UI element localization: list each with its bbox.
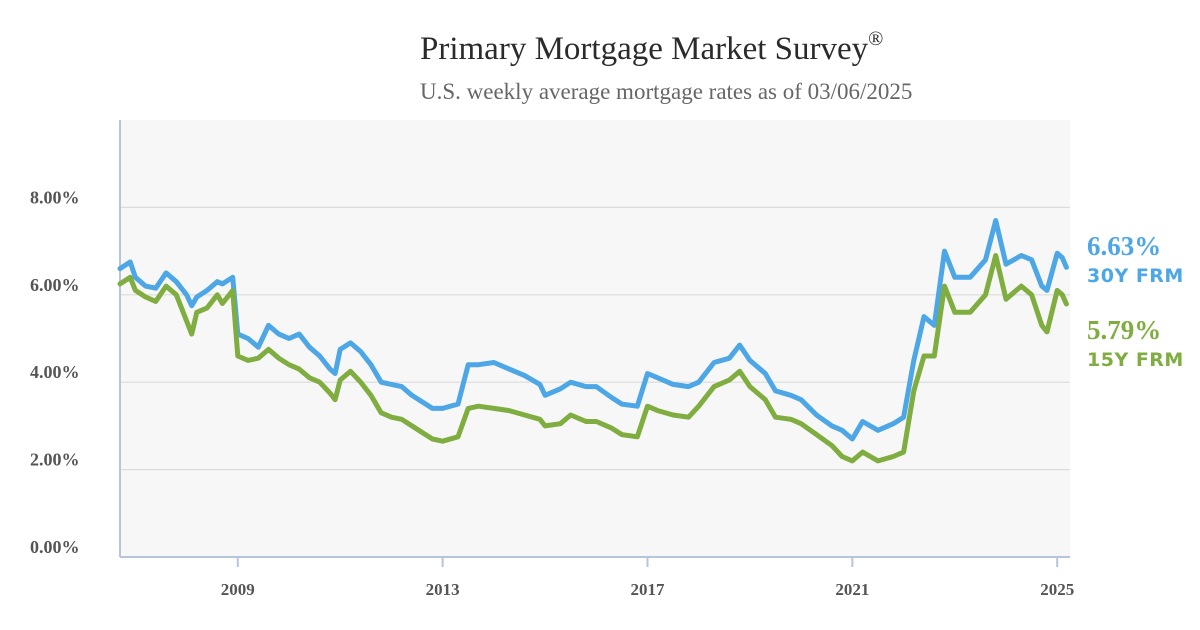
end-label-30y-frm: 30Y FRM — [1087, 265, 1184, 287]
x-tick-label: 2009 — [221, 580, 255, 599]
y-tick-label: 8.00% — [30, 187, 80, 207]
y-tick-label: 2.00% — [30, 450, 80, 470]
y-tick-label: 6.00% — [30, 275, 80, 295]
x-tick-label: 2017 — [630, 580, 665, 599]
end-value-30y-frm: 6.63% — [1087, 231, 1161, 261]
y-tick-label: 0.00% — [30, 537, 80, 557]
y-tick-label: 4.00% — [30, 362, 80, 382]
registered-mark: ® — [868, 28, 884, 50]
chart-title: Primary Mortgage Market Survey® — [420, 28, 884, 67]
x-tick-label: 2025 — [1040, 580, 1074, 599]
series-end-labels: 6.63% 30Y FRM 5.79% 15Y FRM — [1087, 231, 1184, 371]
end-label-15y-frm: 15Y FRM — [1087, 349, 1184, 371]
series-line-30y-frm — [117, 218, 1069, 442]
end-value-15y-frm: 5.79% — [1087, 315, 1161, 345]
plot-area — [120, 120, 1070, 557]
x-axis-ticks: 2009 2013 2017 2021 2025 — [221, 557, 1074, 599]
x-tick-label: 2021 — [835, 580, 869, 599]
y-axis-ticks: 0.00% 2.00% 4.00% 6.00% 8.00% — [30, 187, 80, 557]
x-tick-label: 2013 — [426, 580, 460, 599]
series-line-15y-frm — [117, 253, 1069, 464]
axes — [119, 120, 1070, 558]
chart-subtitle: U.S. weekly average mortgage rates as of… — [420, 79, 913, 104]
series-lines — [117, 218, 1069, 464]
